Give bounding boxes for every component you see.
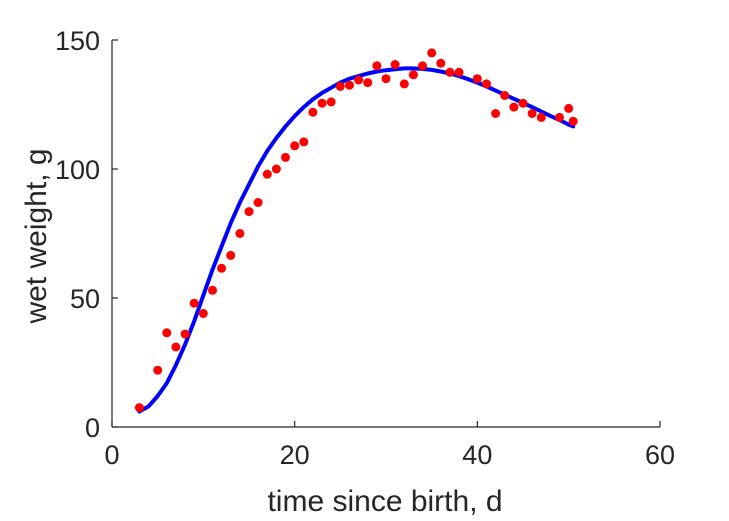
data-point [500, 91, 510, 100]
x-tick-label: 60 [645, 440, 675, 470]
data-point [162, 328, 172, 338]
fit-curve [137, 66, 576, 414]
data-point [527, 109, 537, 118]
data-point [555, 112, 564, 122]
data-point [363, 78, 373, 88]
y-axis-label: wet weight, g [20, 148, 53, 324]
data-point [271, 164, 281, 174]
data-point [153, 365, 163, 375]
y-tick-label: 50 [70, 284, 100, 314]
y-tick-label: 100 [55, 155, 100, 185]
data-point [235, 229, 245, 238]
data-point [518, 98, 528, 108]
data-point [536, 112, 546, 122]
data-point [436, 58, 446, 68]
data-point [198, 309, 208, 318]
data-point [491, 109, 501, 118]
y-tick-label: 150 [55, 26, 100, 56]
data-point [509, 102, 519, 112]
data-point [208, 285, 217, 295]
data-point [180, 329, 190, 339]
data-point [317, 98, 327, 108]
data-point [226, 250, 236, 260]
data-point [262, 169, 272, 179]
data-point [454, 67, 464, 77]
data-point [564, 103, 574, 113]
data-point [171, 342, 181, 352]
data-point [381, 74, 391, 84]
data-point [189, 298, 199, 308]
data-point [408, 70, 418, 80]
data-point [217, 263, 227, 273]
x-tick-label: 0 [104, 440, 119, 470]
data-point [427, 48, 437, 58]
data-point [253, 198, 263, 207]
data-point [290, 141, 300, 151]
data-point [399, 79, 409, 89]
data-point [372, 61, 382, 71]
x-tick-label: 20 [280, 440, 310, 470]
data-point [345, 80, 354, 90]
data-point [354, 75, 364, 85]
y-tick-label: 0 [85, 413, 100, 443]
data-point [472, 74, 482, 84]
data-point [568, 116, 578, 126]
data-point [134, 403, 144, 413]
data-point [418, 61, 427, 71]
plot-area [134, 48, 578, 414]
data-point [326, 97, 336, 107]
data-point [244, 207, 254, 217]
x-tick-label: 40 [462, 440, 492, 470]
data-point [281, 152, 290, 162]
data-point [390, 60, 400, 69]
axes: 0 20 40 60 0 50 100 150 [55, 26, 675, 470]
data-point [308, 107, 318, 117]
data-point [299, 137, 309, 147]
x-axis-label: time since birth, d [267, 485, 502, 518]
data-point [335, 81, 345, 91]
data-point [482, 79, 491, 89]
data-point [445, 67, 455, 77]
